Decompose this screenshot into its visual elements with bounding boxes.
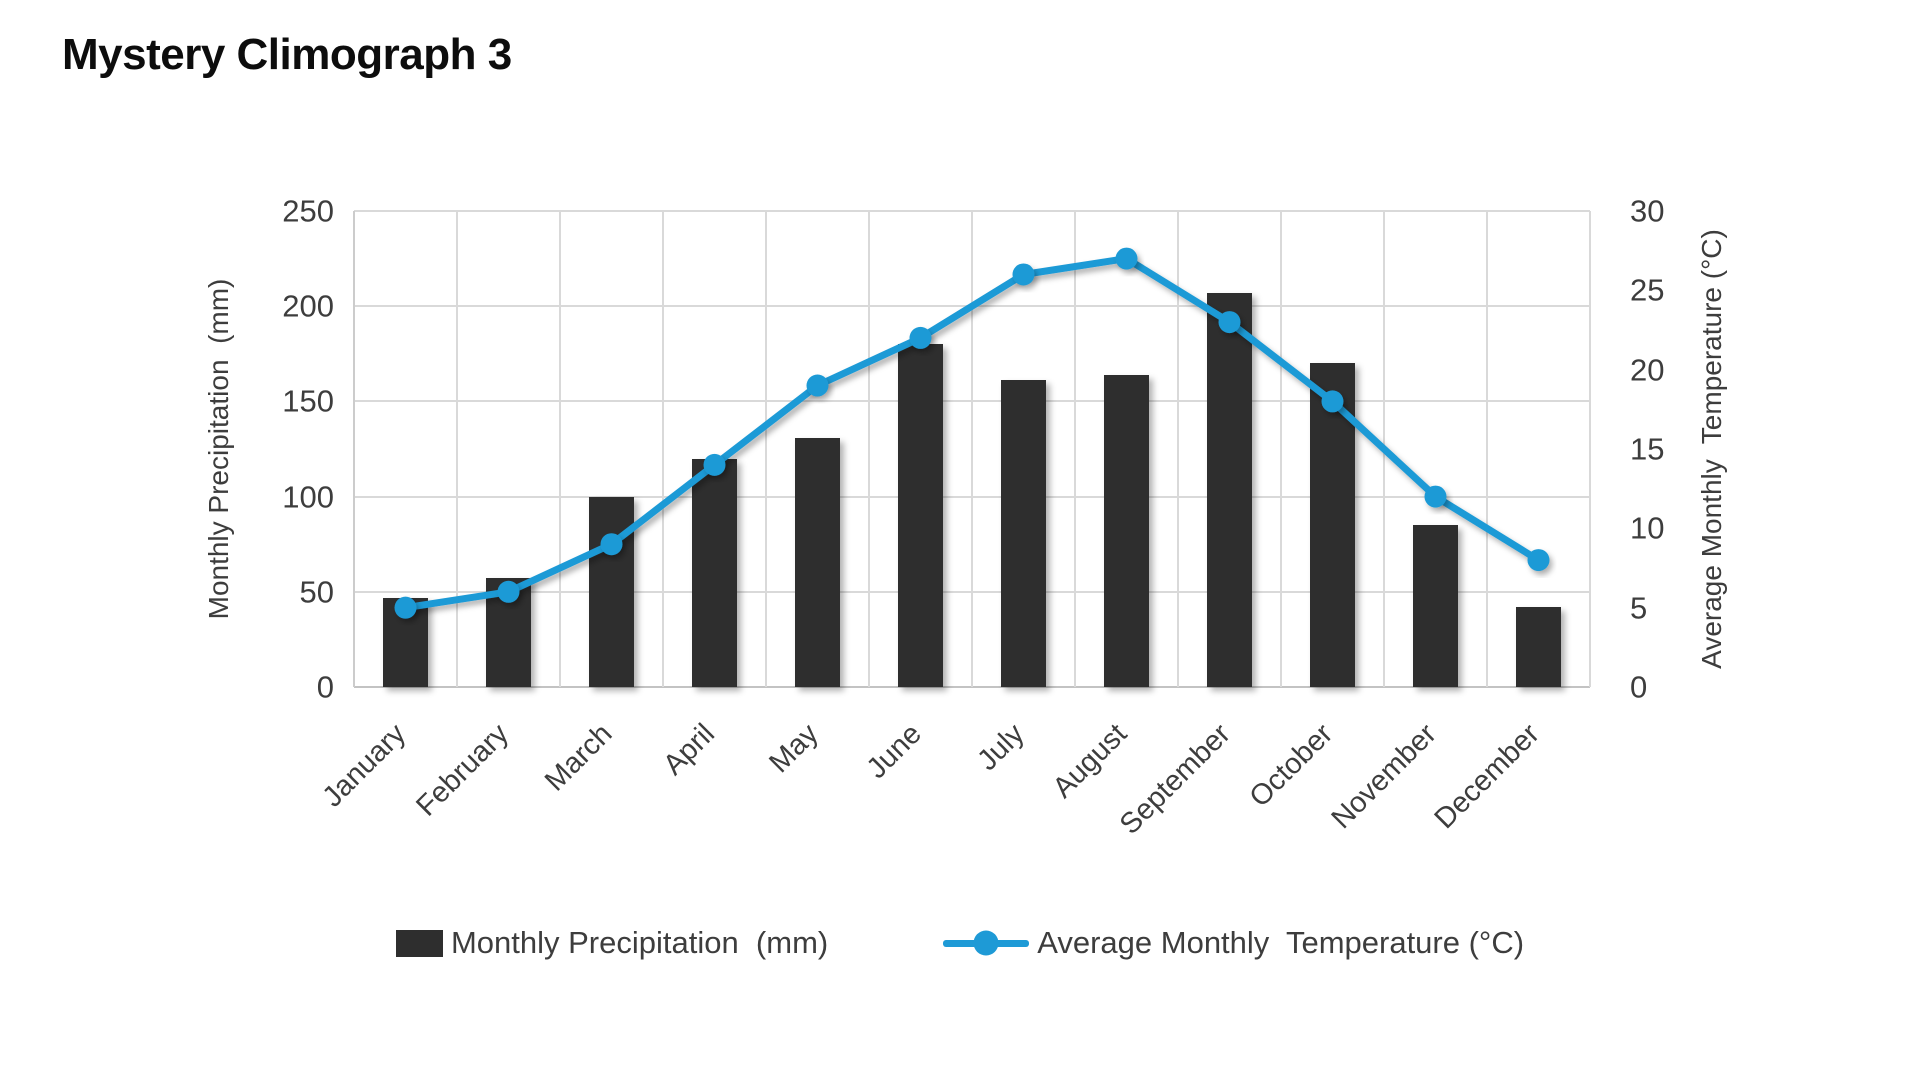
left-axis-tick-label: 250 (282, 193, 334, 229)
gridline-vertical (765, 211, 767, 687)
legend-item-temperature: Average Monthly Temperature (°C) (943, 925, 1524, 961)
x-axis-label-october: October (1243, 717, 1340, 814)
gridline-vertical (1486, 211, 1488, 687)
gridline-vertical (971, 211, 973, 687)
x-axis-label-september: September (1113, 717, 1237, 841)
x-axis-label-february: February (410, 717, 516, 823)
bar-august (1104, 374, 1149, 687)
gridline-vertical (1589, 211, 1591, 687)
bar-september (1207, 292, 1252, 687)
left-axis-tick-label: 100 (282, 479, 334, 515)
right-axis-tick-label: 0 (1630, 669, 1648, 705)
gridline-vertical (662, 211, 664, 687)
temperature-marker-june (909, 326, 932, 349)
temperature-marker-november (1424, 485, 1447, 508)
gridline-vertical (559, 211, 561, 687)
left-axis-tick-label: 150 (282, 383, 334, 419)
gridline-horizontal (354, 686, 1590, 688)
bar-december (1516, 607, 1561, 687)
x-axis-label-december: December (1428, 717, 1546, 836)
temperature-marker-february (497, 580, 520, 603)
left-axis-tick-label: 0 (316, 669, 334, 705)
temperature-marker-december (1527, 549, 1550, 572)
gridline-vertical (1280, 211, 1282, 687)
legend: Monthly Precipitation (mm) Average Month… (0, 925, 1920, 961)
legend-label-precipitation: Monthly Precipitation (mm) (450, 925, 829, 960)
legend-item-precipitation: Monthly Precipitation (mm) (395, 925, 829, 961)
bar-july (1001, 380, 1046, 687)
x-axis-label-january: January (316, 717, 413, 814)
bar-november (1413, 525, 1458, 687)
x-axis-label-may: May (763, 717, 825, 780)
x-axis-label-august: August (1046, 717, 1134, 805)
gridline-vertical (353, 211, 355, 687)
left-axis-tick-label: 200 (282, 288, 334, 324)
temperature-marker-april (703, 453, 726, 476)
temperature-marker-march (600, 533, 623, 556)
temperature-line (402, 255, 1542, 612)
temperature-marker-july (1012, 263, 1035, 286)
right-axis-tick-label: 5 (1630, 590, 1648, 626)
gridline-vertical (456, 211, 458, 687)
right-axis-tick-label: 20 (1630, 352, 1665, 388)
left-axis-tick-label: 50 (299, 574, 334, 610)
left-axis-title: Monthly Precipitation (mm) (203, 278, 234, 620)
legend-label-temperature: Average Monthly Temperature (°C) (1037, 925, 1525, 960)
x-axis-label-november: November (1325, 717, 1443, 836)
bar-june (898, 344, 943, 687)
x-axis-label-july: July (971, 717, 1031, 777)
temperature-line-series (394, 247, 1550, 619)
temperature-marker-august (1115, 247, 1138, 270)
gridline-vertical (1177, 211, 1179, 687)
bar-may (795, 437, 840, 687)
right-axis-tick-label: 10 (1630, 510, 1665, 546)
temperature-line-swatch-icon (943, 929, 1030, 957)
precipitation-bar-swatch-icon (395, 929, 443, 957)
right-axis-tick-label: 15 (1630, 431, 1665, 467)
x-axis-label-april: April (657, 717, 722, 782)
right-axis-title: Average Monthly Temperature (°C) (1696, 229, 1727, 669)
temperature-marker-september (1218, 311, 1241, 334)
plot-area (353, 210, 1591, 688)
x-axis-label-june: June (860, 717, 928, 785)
temperature-marker-october (1321, 390, 1344, 413)
temperature-marker-may (806, 374, 829, 397)
x-axis-label-march: March (538, 717, 619, 798)
right-axis-tick-label: 25 (1630, 272, 1665, 308)
temperature-marker-january (394, 596, 417, 619)
bar-april (692, 458, 737, 687)
right-axis-tick-label: 30 (1630, 193, 1665, 229)
chart-title: Mystery Climograph 3 (62, 30, 512, 79)
gridline-vertical (1074, 211, 1076, 687)
gridline-vertical (868, 211, 870, 687)
